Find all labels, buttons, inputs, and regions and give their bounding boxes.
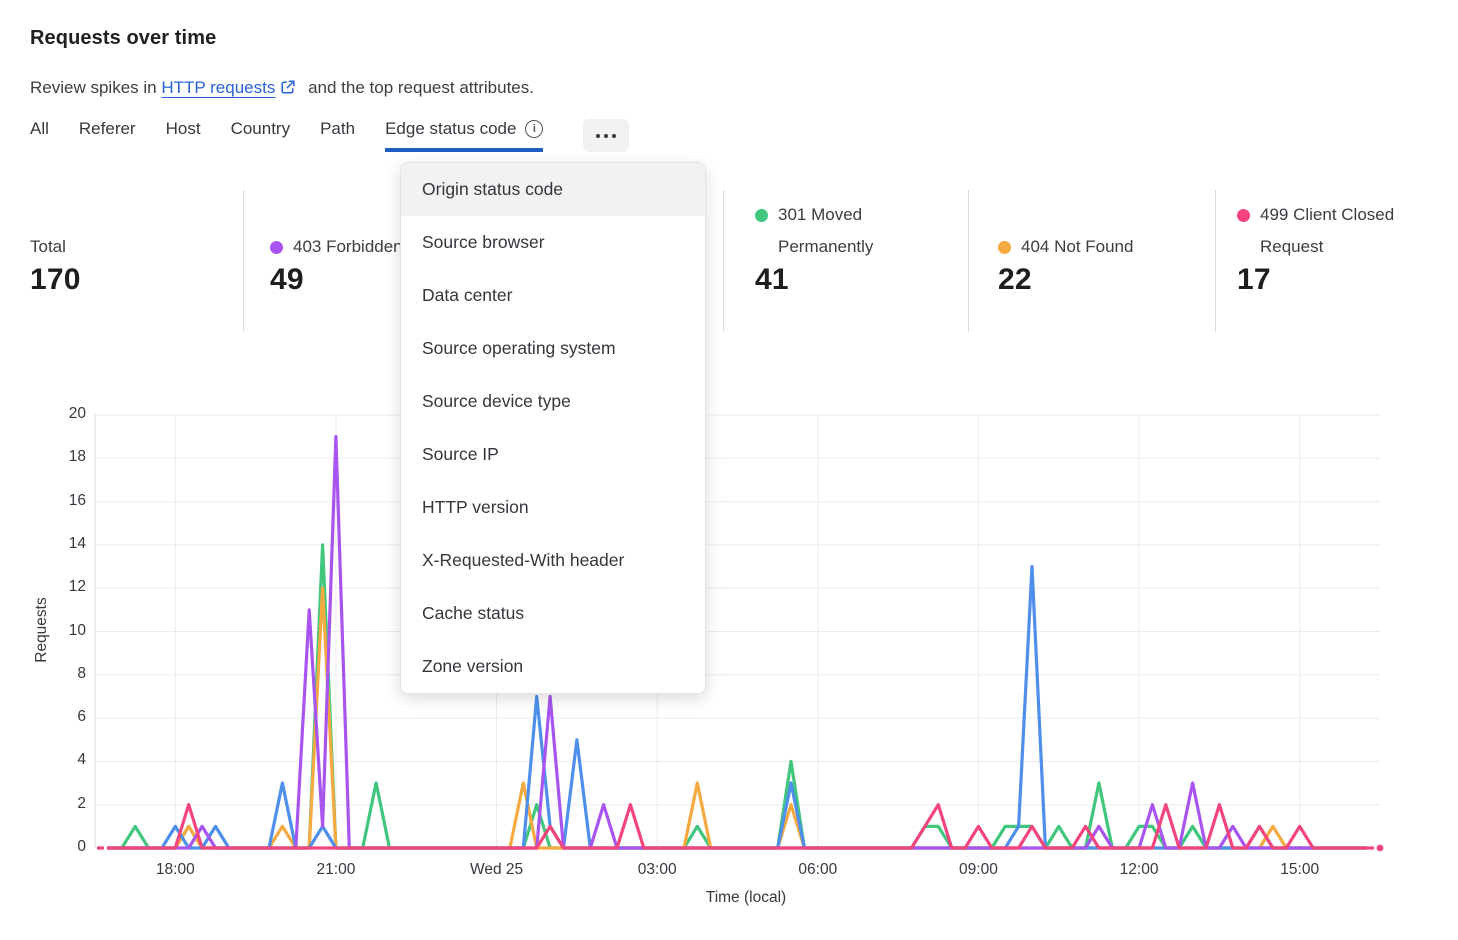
menu-item-origin-status-code[interactable]: Origin status code [401,163,705,216]
stat-404-not-found: 404 Not Found 22 [998,195,1208,337]
tab-label: Edge status code [385,119,517,138]
stat-legend: 404 Not Found [998,231,1133,263]
subtitle-prefix: Review spikes in [30,78,157,97]
stat-value: 41 [755,263,789,296]
stat-label: 404 Not Found [1021,237,1134,256]
x-tick-label: 03:00 [637,861,677,878]
http-requests-link[interactable]: HTTP requests [161,78,276,97]
menu-item-http-version[interactable]: HTTP version [422,497,529,517]
menu-item-source-browser[interactable]: Source browser [422,232,545,252]
tab-host[interactable]: Host [166,119,201,152]
stat-value: 17 [1237,263,1271,296]
x-tick-label: 21:00 [316,861,356,878]
y-tick-label: 14 [68,534,86,552]
menu-item-source-ip[interactable]: Source IP [422,444,499,464]
x-tick-label: 12:00 [1119,861,1159,878]
tab-country[interactable]: Country [231,119,291,152]
tab-edge-status-code[interactable]: Edge status code i [385,119,544,152]
legend-dot-499-client-closed-request [1237,209,1250,222]
y-tick-label: 4 [77,751,86,769]
x-tick-label: Wed 25 [469,861,524,878]
series-line-403-forbidden [106,435,1369,850]
stat-divider [1215,190,1216,332]
y-tick-label: 12 [68,578,86,596]
attribute-dropdown-menu: Origin status code Source browser Data cen… [400,162,706,694]
ellipsis-icon [612,133,617,138]
tab-all[interactable]: All [30,119,49,152]
stat-403-forbidden: 403 Forbidden 49 [270,195,470,337]
series-line-blue [106,564,1369,850]
menu-item-x-requested-with-header[interactable]: X-Requested-With header [422,550,625,570]
legend-dot-301-moved-permanently [755,209,768,222]
external-link-icon [280,79,296,100]
series-line-301-moved-permanently [106,543,1369,850]
stat-499-client-closed-request: 499 Client Closed Request 17 [1237,195,1397,337]
y-tick-label: 6 [77,708,86,726]
y-tick-label: 18 [68,448,86,466]
subtitle-suffix: and the top request attributes. [308,78,534,97]
stat-label: 403 Forbidden [293,237,403,256]
stat-label: 301 Moved Permanently [778,205,874,256]
y-tick-label: 20 [68,405,86,422]
stat-value: 170 [30,263,81,296]
tab-label: Country [230,119,291,138]
series-line-499-client-closed-request [106,803,1369,850]
legend-dot-403-forbidden [270,241,283,254]
stat-label: 499 Client Closed Request [1260,205,1395,256]
page-title: Requests over time [30,27,217,50]
menu-item-data-center[interactable]: Data center [422,285,513,305]
attribute-tabs: All Referer Host Country Path Edge status cod… [30,119,630,152]
stat-legend: 301 Moved Permanently [755,199,880,263]
more-attributes-button[interactable] [583,119,630,152]
y-tick-label: 16 [68,491,86,509]
stat-301-moved-permanently: 301 Moved Permanently 41 [755,195,880,337]
ellipsis-icon [596,133,601,138]
stat-divider [723,190,724,332]
tab-label: Referer [78,119,136,138]
y-tick-label: 0 [77,838,86,855]
series-end-dot [1376,844,1384,852]
stat-legend: 499 Client Closed Request [1237,199,1397,263]
ellipsis-icon [604,133,609,138]
tab-label: All [30,119,49,138]
menu-item-zone-version[interactable]: Zone version [422,656,524,676]
y-tick-label: 2 [77,794,86,812]
stat-legend: Total [30,231,66,263]
x-tick-label: 15:00 [1280,861,1320,878]
tab-path[interactable]: Path [320,119,355,152]
x-axis-title: Time (local) [705,889,787,906]
x-tick-label: 09:00 [959,861,998,878]
menu-item-source-device-type[interactable]: Source device type [422,391,571,411]
x-tick-label: 06:00 [798,861,838,878]
tab-referer[interactable]: Referer [79,119,136,152]
legend-dot-404-not-found [998,241,1011,254]
y-tick-label: 10 [68,621,86,639]
x-tick-label: 18:00 [155,861,195,878]
stat-divider [968,190,969,332]
stat-value: 22 [998,263,1032,296]
tab-label: Host [165,119,201,138]
stat-value: 49 [270,263,304,296]
menu-item-cache-status[interactable]: Cache status [422,603,525,623]
menu-item-source-operating-system[interactable]: Source operating system [422,338,616,358]
info-icon[interactable]: i [525,120,544,138]
stat-label: Total [30,237,66,256]
series-line-404-not-found [106,586,1369,850]
stat-legend: 403 Forbidden [270,231,403,263]
subtitle: Review spikes in HTTP requests and the t… [30,78,534,100]
tab-label: Path [320,119,356,138]
stat-total: Total 170 [30,195,220,337]
stat-divider [243,190,244,332]
y-tick-label: 8 [77,664,86,682]
